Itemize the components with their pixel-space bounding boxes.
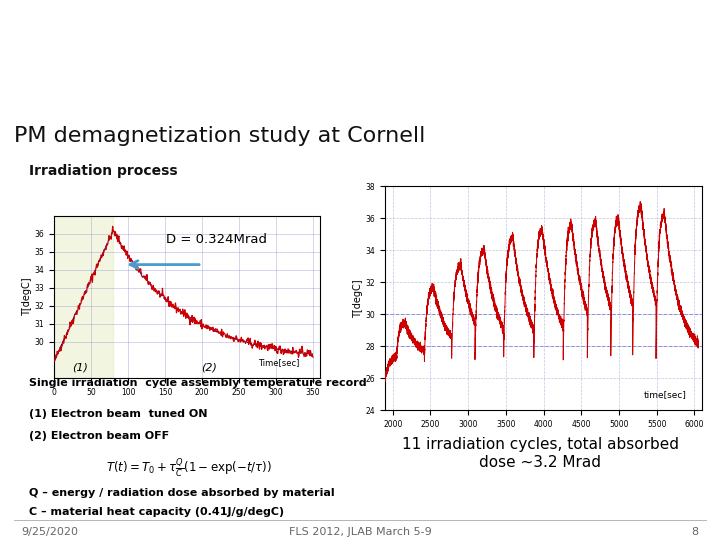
Bar: [53, 27, 84, 81]
Text: Irradiation process: Irradiation process: [29, 165, 177, 178]
Text: Cornell University: Cornell University: [151, 31, 287, 46]
Text: PM demagnetization study at Cornell: PM demagnetization study at Cornell: [14, 125, 426, 146]
Text: Time[sec]: Time[sec]: [258, 357, 299, 367]
Text: $T(t) = T_0 + \tau\frac{Q}{C}(1-\exp(-t/\tau))$: $T(t) = T_0 + \tau\frac{Q}{C}(1-\exp(-t/…: [107, 457, 272, 480]
Text: (1) Electron beam  tuned ON: (1) Electron beam tuned ON: [29, 409, 207, 419]
Text: (1): (1): [72, 363, 88, 373]
Text: FLS 2012, JLAB March 5-9: FLS 2012, JLAB March 5-9: [289, 527, 431, 537]
Text: Single irradiation  cycle assembly temperature record: Single irradiation cycle assembly temper…: [29, 378, 366, 388]
Bar: [54, 216, 113, 378]
Text: 8: 8: [691, 527, 698, 537]
Text: D = 0.324Mrad: D = 0.324Mrad: [166, 233, 267, 246]
Text: time[sec]: time[sec]: [643, 390, 686, 399]
Text: 9/25/2020: 9/25/2020: [22, 527, 78, 537]
Text: 11 irradiation cycles, total absorbed
dose ~3.2 Mrad: 11 irradiation cycles, total absorbed do…: [402, 437, 678, 470]
Text: C – material heat capacity (0.41J/g/degC): C – material heat capacity (0.41J/g/degC…: [29, 507, 284, 517]
Y-axis label: T[degC]: T[degC]: [22, 278, 32, 316]
Text: Q – energy / radiation dose absorbed by material: Q – energy / radiation dose absorbed by …: [29, 488, 334, 497]
Text: (2) Electron beam OFF: (2) Electron beam OFF: [29, 431, 169, 441]
Y-axis label: T[degC]: T[degC]: [353, 279, 363, 318]
Text: Cornell High Energy Synchrotron Source: Cornell High Energy Synchrotron Source: [151, 67, 419, 80]
Text: (2): (2): [202, 363, 217, 373]
